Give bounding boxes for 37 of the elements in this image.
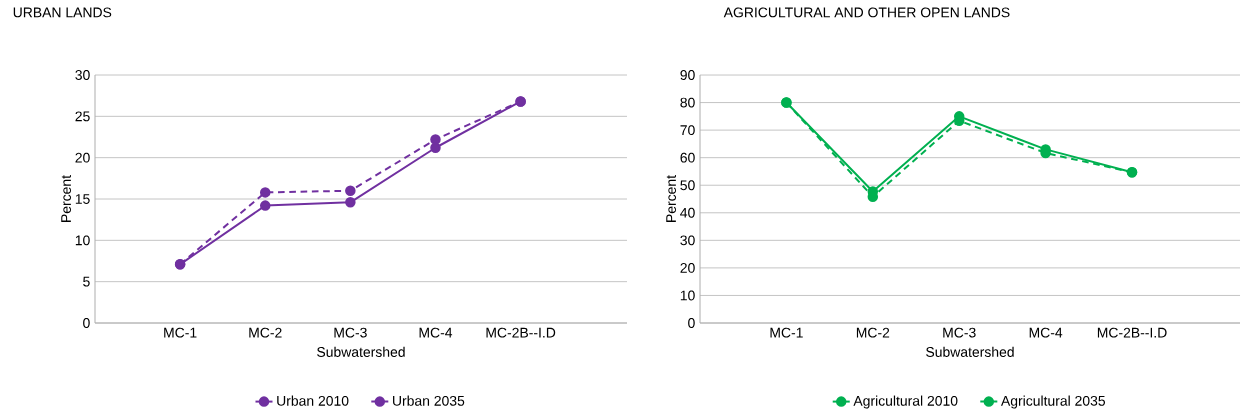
x-tick-label: MC-4	[1029, 327, 1063, 338]
y-tick-label: 0	[83, 318, 90, 328]
y-tick-label: 40	[680, 207, 695, 218]
x-tick-label: MC-2	[856, 327, 890, 338]
x-tick-label: MC-3	[334, 327, 367, 338]
legend-label: Urban 2035	[393, 395, 465, 406]
legend-label: Agricultural 2010	[853, 395, 958, 409]
x-tick-label: MC-4	[419, 327, 453, 338]
legend-label: Agricultural 2035	[1000, 395, 1106, 409]
x-tick-label: MC-2B--I.D	[486, 327, 556, 338]
x-tick-label: MC-1	[770, 327, 803, 338]
y-tick-label: 10	[75, 235, 90, 246]
y-tick-label: 15	[75, 194, 90, 204]
chart-title: AGRICULTURAL AND OTHER OPEN LANDS	[723, 7, 1010, 18]
x-tick-label: MC-2	[249, 327, 282, 338]
y-tick-label: 70	[680, 125, 695, 136]
y-tick-label: 0	[688, 318, 695, 328]
y-tick-label: 20	[75, 152, 90, 163]
x-tick-label: MC-3	[943, 327, 976, 338]
x-axis-title: Subwatershed	[926, 346, 1014, 357]
y-axis-title: Percent	[666, 175, 676, 222]
y-tick-label: 80	[680, 97, 695, 108]
y-tick-label: 5	[83, 276, 90, 287]
y-tick-label: 20	[680, 262, 695, 273]
y-tick-label: 30	[680, 235, 695, 246]
y-tick-label: 10	[680, 290, 695, 301]
legend-label: Urban 2010	[277, 395, 349, 406]
x-tick-label: MC-2B--I.D	[1097, 327, 1167, 338]
y-tick-label: 50	[680, 180, 695, 191]
chart-title: URBAN LANDS	[13, 7, 112, 18]
y-tick-label: 25	[75, 111, 90, 122]
y-tick-label: 30	[75, 70, 90, 80]
y-axis-title: Percent	[61, 175, 71, 222]
y-tick-label: 60	[680, 152, 695, 163]
y-tick-label: 90	[680, 70, 695, 80]
x-tick-label: MC-1	[164, 327, 197, 338]
x-axis-title: Subwatershed	[317, 346, 405, 357]
